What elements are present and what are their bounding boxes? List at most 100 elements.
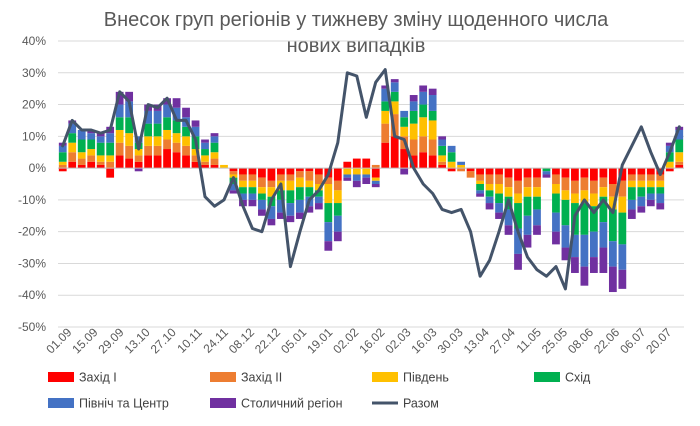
x-tick-label: 11.05: [513, 325, 544, 356]
bar-segment: [665, 152, 674, 162]
bar-segment: [608, 241, 617, 267]
bar-segment: [428, 139, 437, 156]
bar-segment: [144, 145, 152, 156]
bar-segment: [514, 228, 522, 254]
bar-segment: [381, 88, 390, 102]
bar-segment: [627, 187, 636, 200]
bar-segment: [248, 174, 257, 181]
bar-segment: [381, 123, 390, 143]
bar-segment: [552, 168, 560, 175]
bar-segment: [646, 199, 655, 207]
bar-segment: [163, 139, 171, 150]
bar-segment: [599, 168, 608, 178]
total-line: [61, 68, 681, 291]
bar-segment: [333, 203, 342, 216]
bar-segment: [295, 171, 304, 178]
bar-segment: [656, 187, 665, 194]
bar-segment: [295, 168, 304, 172]
bar-segment: [125, 91, 134, 102]
bar-segment: [277, 212, 285, 219]
bar-segment: [608, 196, 617, 210]
bar-segment: [371, 168, 380, 178]
bar-segment: [333, 180, 342, 191]
bar-segment: [248, 168, 257, 175]
bar-segment: [324, 222, 333, 242]
legend-label: Захід І: [79, 371, 117, 385]
bar-segment: [314, 168, 323, 175]
bar-segment: [77, 152, 86, 159]
bar-segment: [627, 199, 636, 210]
bar-segment: [305, 171, 314, 181]
bar-segment: [191, 126, 200, 137]
bar-segment: [68, 123, 77, 134]
bar-segment: [87, 133, 96, 140]
bar-segment: [476, 180, 484, 184]
bar-segment: [229, 168, 238, 172]
bar-segment: [457, 161, 465, 165]
bar-segment: [106, 161, 115, 169]
bar-segment: [608, 168, 617, 184]
chart-title-line-1: Внесок груп регіонів у тижневу зміну щод…: [104, 9, 609, 31]
bars: [58, 79, 684, 293]
bar-segment: [504, 187, 513, 197]
bar-segment: [258, 199, 266, 210]
legend-label: Разом: [403, 397, 439, 411]
bar-segment: [87, 149, 96, 156]
y-tick-label: 40%: [22, 34, 46, 48]
bar-segment: [523, 234, 532, 248]
bar-segment: [106, 133, 115, 143]
bar-segment: [590, 257, 598, 273]
legend-swatch: [210, 398, 236, 408]
x-tick-label: 24.11: [200, 325, 231, 356]
bar-segment: [495, 203, 503, 213]
bar-segment: [656, 193, 665, 204]
bar-segment: [96, 142, 105, 156]
x-tick-label: 02.03: [382, 325, 413, 356]
bar-segment: [665, 161, 674, 169]
bar-segment: [590, 231, 598, 258]
bar-segment: [314, 190, 323, 197]
bar-segment: [201, 142, 209, 150]
bar-segment: [324, 203, 333, 223]
bar-segment: [191, 161, 200, 169]
bar-segment: [476, 168, 484, 175]
bar-segment: [409, 155, 418, 169]
bar-segment: [447, 168, 456, 172]
bar-segment: [675, 161, 684, 165]
bar-segment: [476, 174, 484, 181]
bar-segment: [495, 174, 503, 184]
bar-segment: [343, 161, 352, 169]
x-tick-label: 27.10: [148, 325, 179, 356]
bar-segment: [144, 110, 152, 124]
bar-segment: [618, 168, 627, 181]
bar-segment: [305, 187, 314, 197]
bar-segment: [590, 168, 598, 181]
bar-segment: [333, 215, 342, 232]
bar-segment: [438, 139, 447, 146]
bar-segment: [637, 206, 646, 213]
bar-segment: [627, 209, 636, 219]
bar-segment: [172, 142, 181, 153]
bar-segment: [618, 212, 627, 245]
bar-segment: [428, 95, 437, 111]
bar-segment: [77, 129, 86, 140]
bar-segment: [390, 79, 399, 83]
bar-segment: [201, 139, 209, 143]
bar-segment: [77, 164, 86, 169]
bar-segment: [523, 168, 532, 178]
bar-segment: [646, 168, 655, 175]
bar-segment: [68, 142, 77, 153]
x-axis: 01.0915.0929.0913.1027.1010.1124.1108.12…: [43, 325, 674, 356]
bar-segment: [106, 142, 115, 156]
bar-segment: [248, 187, 257, 194]
bar-segment: [239, 174, 247, 181]
y-tick-label: -50%: [18, 320, 46, 334]
bar-segment: [561, 177, 570, 191]
bar-segment: [495, 184, 503, 194]
bar-segment: [523, 215, 532, 235]
bar-segment: [390, 82, 399, 92]
bar-segment: [267, 168, 276, 181]
bar-segment: [68, 152, 77, 162]
bar-segment: [58, 152, 67, 162]
